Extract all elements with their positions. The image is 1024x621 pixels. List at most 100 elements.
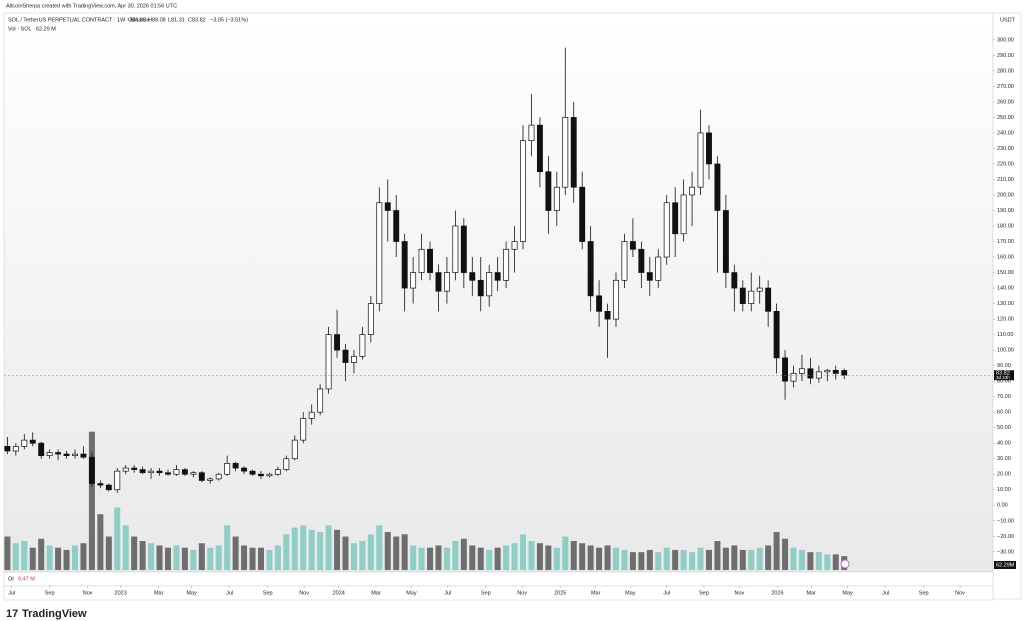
candle-body — [148, 470, 155, 474]
volume-bar — [114, 507, 121, 570]
candle-body — [486, 272, 493, 297]
candle-body — [4, 445, 11, 452]
volume-bar — [63, 549, 70, 570]
candle-body — [722, 210, 729, 273]
x-tick-label: May — [625, 590, 636, 596]
candle-body — [520, 140, 526, 242]
volume-bar — [12, 543, 19, 570]
candle-body — [562, 117, 569, 188]
volume-bar — [503, 545, 510, 570]
candle-body — [418, 248, 425, 273]
x-tick-label: Sep — [481, 590, 491, 596]
volume-bar — [722, 547, 729, 570]
y-tick-label: −10.00 — [997, 518, 1014, 524]
x-tick-label: Nov — [955, 590, 965, 596]
candle-body — [12, 445, 19, 452]
price-axis-bg — [992, 12, 1022, 600]
candle-body — [815, 371, 822, 379]
x-tick-label: May — [406, 590, 417, 596]
candle-body — [841, 370, 848, 376]
candle-body — [579, 186, 586, 242]
candle-body — [824, 369, 831, 373]
volume-bar — [528, 541, 535, 570]
x-tick-label: Jul — [8, 590, 15, 596]
candle-body — [88, 456, 95, 484]
y-tick-label: 150.00 — [997, 270, 1014, 276]
volume-bar — [97, 514, 104, 570]
y-tick-label: 120.00 — [997, 317, 1014, 323]
x-tick-label: Nov — [83, 590, 93, 596]
x-tick-label: Sep — [699, 590, 709, 596]
logo-mark: 17 — [6, 608, 18, 620]
volume-bar — [215, 545, 222, 570]
candle-body — [629, 241, 636, 250]
x-tick-label: Mar — [591, 590, 601, 596]
candle-body — [503, 248, 510, 281]
candle-body — [317, 388, 324, 413]
volume-bar — [4, 536, 11, 570]
x-tick-label: May — [842, 590, 853, 596]
candle-body — [105, 484, 112, 491]
volume-bar — [604, 545, 611, 570]
candle-body — [351, 355, 357, 363]
candle-body — [198, 472, 205, 481]
candle-body — [731, 272, 738, 289]
plot-bg — [3, 12, 994, 573]
candle-body — [460, 225, 467, 273]
y-tick-label: 220.00 — [997, 161, 1014, 167]
candle-body — [359, 334, 366, 357]
volume-bar — [520, 534, 527, 570]
candle-body — [689, 186, 696, 196]
volume-bar — [486, 549, 493, 570]
candle-body — [773, 310, 780, 359]
candle-body — [342, 349, 349, 363]
candle-body — [173, 469, 180, 475]
volume-bar — [460, 538, 467, 570]
volume-bar — [443, 547, 450, 570]
volume-bar — [257, 547, 264, 570]
x-tick-label: Nov — [517, 590, 527, 596]
y-tick-label: 140.00 — [997, 286, 1014, 292]
x-tick-label: Nov — [735, 590, 745, 596]
y-tick-label: 50.00 — [997, 425, 1011, 431]
volume-bar — [72, 545, 79, 570]
y-tick-label: 100.00 — [997, 348, 1014, 354]
candle-body — [714, 163, 721, 211]
y-tick-label: 250.00 — [997, 115, 1014, 121]
volume-bar — [393, 536, 400, 570]
y-tick-label: 170.00 — [997, 239, 1014, 245]
volume-bar — [824, 554, 831, 570]
volume-bar — [410, 545, 417, 570]
credit: AltcoinSherpa created with TradingView.c… — [6, 3, 177, 9]
replay-icon — [840, 559, 850, 569]
candle-body — [249, 470, 256, 475]
volume-bar — [139, 541, 146, 570]
candle-body — [156, 470, 163, 474]
candle-body — [807, 368, 814, 379]
volume-bar — [553, 547, 560, 570]
candle-body — [21, 439, 28, 447]
candle-body — [46, 452, 53, 456]
y-tick-label: 130.00 — [997, 301, 1014, 307]
candle-body — [765, 287, 772, 312]
volume-bar — [21, 541, 28, 570]
volume-bar — [807, 552, 814, 570]
volume-bar — [452, 541, 459, 570]
volume-bar — [782, 538, 789, 570]
x-tick-label: Jul — [882, 590, 889, 596]
volume-tag — [994, 561, 1016, 569]
candle-body — [224, 463, 231, 475]
candle-body — [469, 272, 476, 281]
candle-body — [300, 418, 307, 441]
y-tick-label: 60.00 — [997, 410, 1011, 416]
volume-bar — [181, 547, 188, 570]
volume-bar — [756, 547, 763, 570]
candle-body — [511, 241, 518, 250]
x-tick-label: Jul — [444, 590, 451, 596]
x-tick-label: 2025 — [554, 590, 566, 596]
candle-body — [207, 478, 214, 481]
y-tick-label: 0.00 — [997, 503, 1008, 509]
candle-body — [672, 202, 679, 235]
candle-body — [55, 452, 62, 455]
